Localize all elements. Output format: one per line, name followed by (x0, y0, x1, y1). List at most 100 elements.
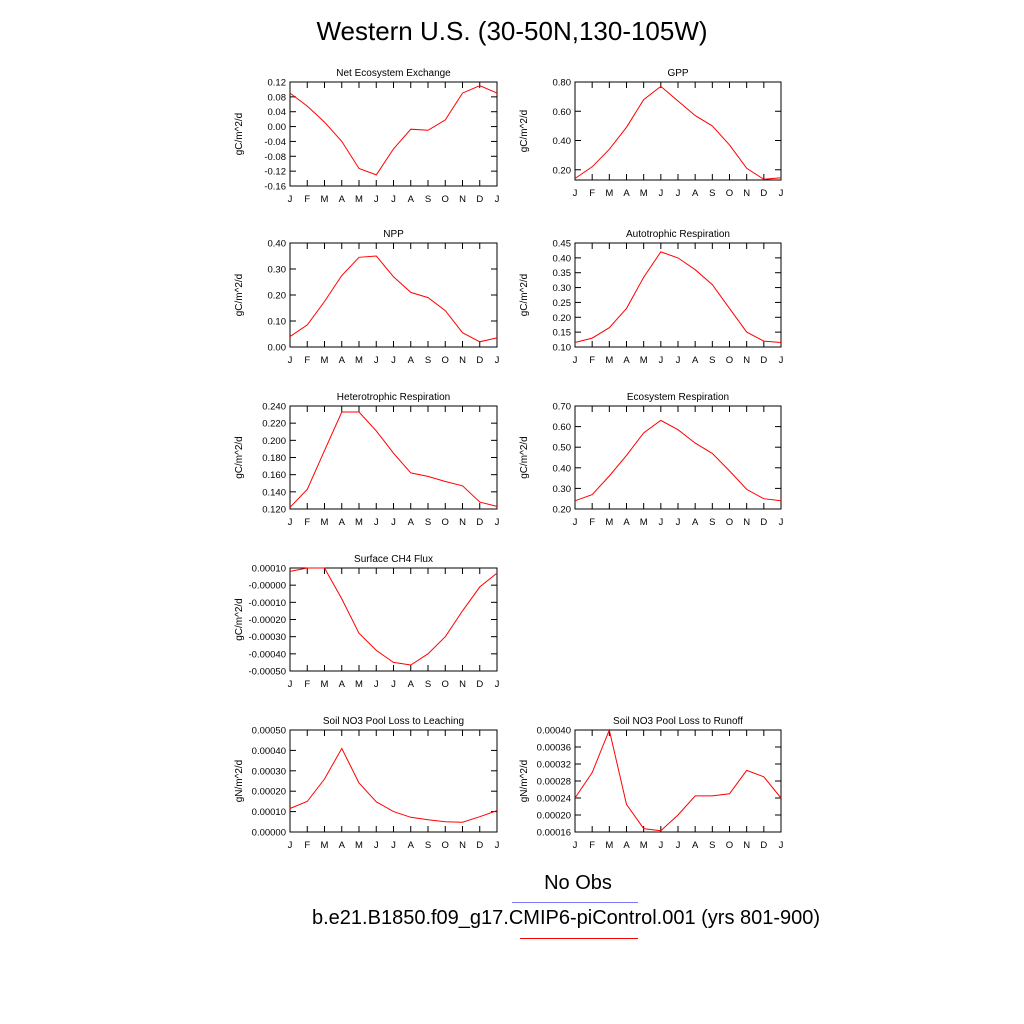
y-tick-label: 0.45 (553, 239, 572, 250)
x-tick-label: J (374, 840, 379, 851)
x-tick-label: D (476, 194, 483, 205)
y-tick-label: 0.00020 (252, 787, 286, 798)
series-line (574, 728, 782, 832)
x-tick-label: A (339, 194, 346, 205)
y-tick-label: 0.40 (268, 239, 287, 250)
chart-title: Soil NO3 Pool Loss to Runoff (613, 716, 743, 727)
y-axis-label: gC/m^2/d (234, 113, 245, 156)
y-tick-label: 0.20 (553, 505, 572, 516)
y-tick-label: 0.180 (262, 453, 286, 464)
chart-panel-6: Ecosystem Respiration gC/m^2/d 0.20 0.30 0.4… (519, 392, 784, 528)
x-tick-label: M (355, 679, 363, 690)
x-tick-label: F (589, 517, 595, 528)
y-axis-label: gC/m^2/d (519, 110, 530, 153)
x-tick-label: F (304, 194, 310, 205)
x-tick-label: J (779, 188, 784, 199)
x-tick-label: J (658, 188, 663, 199)
x-tick-label: A (408, 355, 415, 366)
series-line (574, 419, 782, 502)
x-tick-label: D (476, 840, 483, 851)
y-tick-label: 0.00040 (537, 726, 571, 737)
plot-frame (574, 242, 782, 348)
x-tick-label: A (408, 517, 415, 528)
x-tick-label: J (288, 679, 293, 690)
chart-title: Soil NO3 Pool Loss to Leaching (323, 716, 464, 727)
x-tick-label: O (442, 679, 449, 690)
legend-obs-line (512, 902, 638, 903)
chart-panel-5: Heterotrophic Respiration gC/m^2/d 0.120 0.… (234, 392, 500, 528)
x-tick-label: S (425, 355, 431, 366)
y-axis-label: gC/m^2/d (234, 436, 245, 479)
y-tick-label: 0.40 (553, 136, 572, 147)
y-axis-label: gC/m^2/d (519, 436, 530, 479)
y-tick-label: 0.08 (268, 92, 287, 103)
x-tick-label: S (709, 355, 715, 366)
y-tick-label: 0.20 (553, 313, 572, 324)
x-tick-label: M (321, 517, 329, 528)
x-tick-label: N (459, 355, 466, 366)
chart-title: Ecosystem Respiration (627, 392, 729, 403)
y-tick-label: 0.20 (268, 291, 287, 302)
x-tick-label: J (391, 679, 396, 690)
chart-panel-8: Soil NO3 Pool Loss to Leaching gN/m^2/d 0.… (234, 716, 500, 851)
plot-frame (289, 567, 498, 672)
x-tick-label: A (339, 355, 346, 366)
x-tick-label: M (321, 679, 329, 690)
chart-title: GPP (667, 68, 688, 79)
y-tick-label: 0.35 (553, 268, 572, 279)
x-tick-label: M (640, 517, 648, 528)
x-tick-label: F (304, 355, 310, 366)
x-tick-label: S (425, 679, 431, 690)
x-tick-label: J (779, 840, 784, 851)
y-tick-label: -0.00040 (248, 649, 286, 660)
x-tick-label: D (476, 355, 483, 366)
x-tick-label: D (760, 188, 767, 199)
x-tick-label: O (726, 188, 733, 199)
y-tick-label: -0.16 (264, 182, 286, 193)
x-tick-label: J (288, 194, 293, 205)
x-tick-label: S (425, 840, 431, 851)
x-tick-label: F (589, 840, 595, 851)
x-tick-label: N (459, 679, 466, 690)
x-tick-label: D (476, 517, 483, 528)
x-tick-label: J (676, 517, 681, 528)
x-tick-label: A (623, 517, 630, 528)
y-tick-label: 0.220 (262, 419, 286, 430)
y-axis-label: gC/m^2/d (519, 274, 530, 317)
y-tick-label: 0.50 (553, 443, 572, 454)
x-tick-label: N (743, 840, 750, 851)
x-tick-label: F (304, 840, 310, 851)
plot-frame (574, 81, 782, 181)
x-tick-label: J (573, 355, 578, 366)
y-tick-label: 0.30 (268, 265, 287, 276)
chart-panel-7: Surface CH4 Flux gC/m^2/d -0.00050 -0.00040… (234, 554, 500, 690)
y-tick-label: 0.00000 (252, 828, 286, 839)
y-tick-label: -0.08 (264, 152, 286, 163)
chart-title: Net Ecosystem Exchange (336, 68, 451, 79)
y-tick-label: 0.10 (553, 343, 572, 354)
x-tick-label: O (442, 840, 449, 851)
chart-title: Surface CH4 Flux (354, 554, 433, 565)
y-tick-label: -0.00050 (248, 667, 286, 678)
y-tick-label: 0.00016 (537, 828, 571, 839)
x-tick-label: O (726, 840, 733, 851)
x-tick-label: F (589, 188, 595, 199)
x-tick-label: J (658, 355, 663, 366)
y-tick-label: 0.00036 (537, 743, 571, 754)
y-tick-label: 0.00050 (252, 726, 286, 737)
series-line (289, 255, 498, 343)
plot-frame (289, 242, 498, 348)
y-tick-label: 0.00010 (252, 564, 286, 575)
y-tick-label: 0.40 (553, 463, 572, 474)
x-tick-label: O (726, 517, 733, 528)
x-tick-label: S (425, 517, 431, 528)
y-tick-label: 0.00010 (252, 807, 286, 818)
x-tick-label: A (339, 517, 346, 528)
series-line (289, 567, 498, 666)
y-tick-label: -0.12 (264, 167, 286, 178)
x-tick-label: N (743, 355, 750, 366)
x-tick-label: J (374, 194, 379, 205)
chart-title: Heterotrophic Respiration (337, 392, 450, 403)
x-tick-label: J (391, 355, 396, 366)
